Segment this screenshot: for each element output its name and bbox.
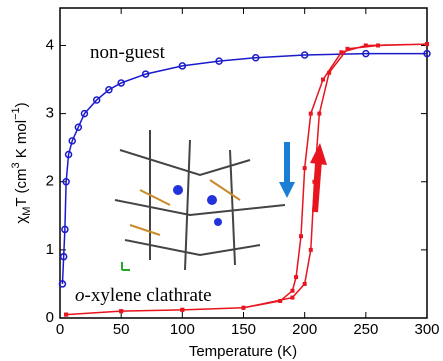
point bbox=[312, 180, 316, 184]
y-tick-label: 1 bbox=[46, 241, 54, 258]
chart: Temperature (K) χMT (cm3 K mol−1) 050100… bbox=[0, 0, 443, 361]
page: Temperature (K) χMT (cm3 K mol−1) 050100… bbox=[0, 0, 443, 361]
x-tick-label: 150 bbox=[231, 321, 256, 338]
y-tick-label: 2 bbox=[46, 173, 54, 190]
point bbox=[321, 78, 325, 82]
cooling-arrow-head bbox=[279, 182, 295, 198]
point bbox=[294, 275, 298, 279]
point bbox=[339, 50, 343, 54]
x-tick-label: 50 bbox=[113, 321, 130, 338]
point bbox=[364, 43, 368, 47]
series-label: non-guest bbox=[90, 42, 165, 64]
y-label-part: M bbox=[21, 207, 33, 216]
y-label-part: K mol bbox=[13, 120, 30, 163]
series-label: o-xylene clathrate bbox=[75, 285, 212, 307]
y-label-part: −1 bbox=[10, 107, 22, 120]
structure-image bbox=[115, 130, 285, 270]
y-axis-title: χMT (cm3 K mol−1) bbox=[10, 102, 33, 223]
y-label-part: χ bbox=[13, 216, 30, 224]
point bbox=[64, 313, 68, 317]
point bbox=[119, 309, 123, 313]
x-axis-title: Temperature (K) bbox=[189, 343, 297, 360]
series-line bbox=[66, 44, 427, 314]
series-line bbox=[62, 54, 427, 284]
y-tick-label: 3 bbox=[46, 105, 54, 122]
point bbox=[309, 112, 313, 116]
point bbox=[242, 306, 246, 310]
point bbox=[345, 47, 349, 51]
point bbox=[278, 299, 282, 303]
x-tick-label: 250 bbox=[353, 321, 378, 338]
point bbox=[299, 234, 303, 238]
x-tick-label: 300 bbox=[414, 321, 439, 338]
point bbox=[290, 289, 294, 293]
point bbox=[327, 71, 331, 75]
point bbox=[303, 282, 307, 286]
y-label-part: ) bbox=[13, 102, 30, 107]
point bbox=[303, 166, 307, 170]
y-tick-label: 0 bbox=[46, 309, 54, 326]
x-tick-label: 100 bbox=[170, 321, 195, 338]
point bbox=[376, 43, 380, 47]
x-tick-label: 200 bbox=[292, 321, 317, 338]
y-label-part: T (cm bbox=[13, 169, 30, 207]
heating-arrow-head bbox=[310, 143, 327, 165]
point bbox=[180, 308, 184, 312]
point bbox=[317, 112, 321, 116]
point bbox=[309, 248, 313, 252]
point bbox=[425, 42, 429, 46]
x-tick-label: 0 bbox=[56, 321, 64, 338]
y-tick-label: 4 bbox=[46, 36, 54, 53]
point bbox=[290, 296, 294, 300]
